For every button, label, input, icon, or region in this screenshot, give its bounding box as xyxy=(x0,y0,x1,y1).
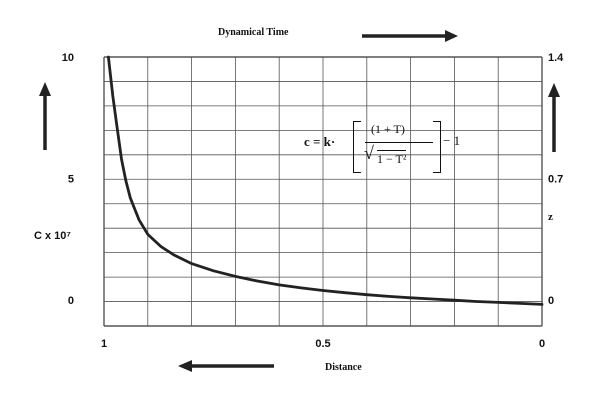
formula-right-bracket xyxy=(433,121,441,173)
left-y-axis-label-text: C x 10⁷ xyxy=(34,230,71,242)
x-tick-labels: 1 0.5 0 xyxy=(101,338,545,350)
data-series-line xyxy=(107,55,544,306)
formula-box: c = k· (1 + T) √ 1 − T² − 1 xyxy=(304,119,466,177)
formula-fraction-line xyxy=(365,142,433,143)
x-tick-label: 0 xyxy=(539,338,545,350)
formula-left-bracket xyxy=(353,121,361,173)
left-tick-label: 0 xyxy=(68,295,74,307)
dynamical-time-label: Dynamical Time xyxy=(218,27,289,38)
formula-minus-one: − 1 xyxy=(443,133,461,148)
right-tick-label: 0.7 xyxy=(548,174,563,186)
formula-lhs: c = k· xyxy=(304,134,336,149)
right-y-axis-label: z xyxy=(548,211,553,223)
left-tick-label: 5 xyxy=(68,174,74,186)
formula-radicand: 1 − T² xyxy=(377,150,407,166)
right-tick-label: 1.4 xyxy=(548,52,564,64)
right-tick-label: 0 xyxy=(548,295,554,307)
top-right-arrowhead xyxy=(445,30,458,42)
x-tick-label: 0.5 xyxy=(315,338,330,350)
right-tick-labels: 1.4 0.7 0 xyxy=(548,52,564,307)
left-y-axis-label: C x 10⁷ xyxy=(34,230,71,242)
distance-label: Distance xyxy=(325,362,362,373)
left-tick-label: 10 xyxy=(62,52,74,64)
arrows xyxy=(39,30,560,372)
formula-numerator: (1 + T) xyxy=(371,122,405,136)
chart-grid xyxy=(103,56,543,327)
left-up-arrowhead xyxy=(39,82,51,96)
x-tick-label: 1 xyxy=(101,338,107,350)
bottom-left-arrowhead xyxy=(178,360,192,372)
formula-sqrt-symbol: √ xyxy=(364,143,374,163)
left-tick-labels: 10 5 0 xyxy=(62,52,74,307)
right-up-arrowhead xyxy=(548,83,560,97)
